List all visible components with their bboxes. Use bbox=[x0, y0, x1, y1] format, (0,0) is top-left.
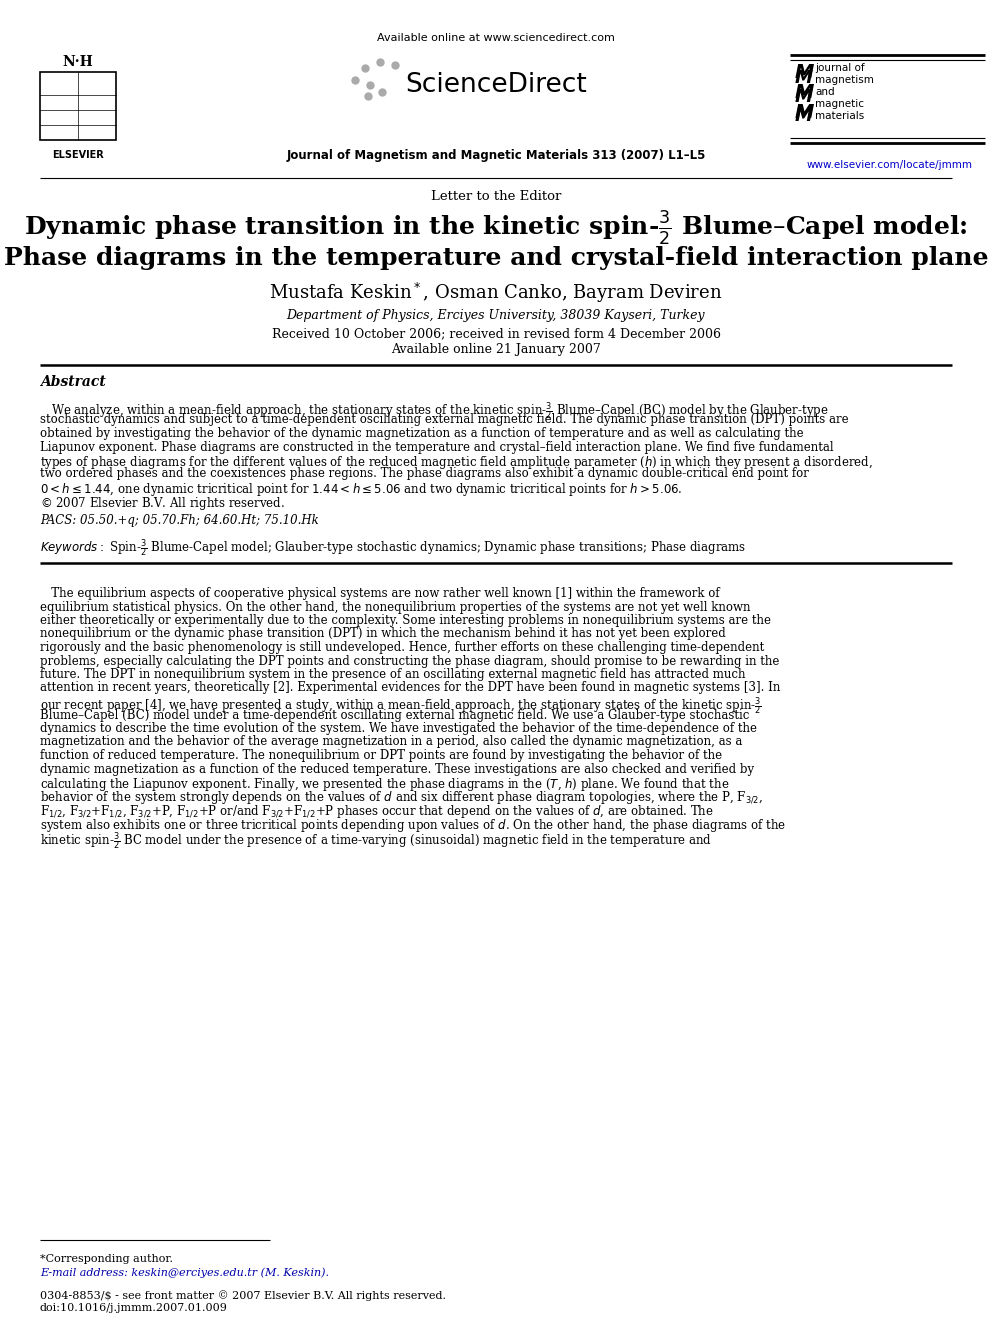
Text: www.elsevier.com/locate/jmmm: www.elsevier.com/locate/jmmm bbox=[807, 160, 973, 169]
Text: F$_{1/2}$, F$_{3/2}$+F$_{1/2}$, F$_{3/2}$+P, F$_{1/2}$+P or/and F$_{3/2}$+F$_{1/: F$_{1/2}$, F$_{3/2}$+F$_{1/2}$, F$_{3/2}… bbox=[40, 803, 714, 819]
Text: M: M bbox=[795, 69, 812, 87]
Text: Available online at www.sciencedirect.com: Available online at www.sciencedirect.co… bbox=[377, 33, 615, 44]
Text: Received 10 October 2006; received in revised form 4 December 2006: Received 10 October 2006; received in re… bbox=[272, 328, 720, 340]
Text: materials: materials bbox=[815, 111, 864, 120]
Text: N·H: N·H bbox=[62, 56, 93, 69]
Text: PACS: 05.50.+q; 05.70.Fh; 64.60.Ht; 75.10.Hk: PACS: 05.50.+q; 05.70.Fh; 64.60.Ht; 75.1… bbox=[40, 515, 318, 527]
Text: behavior of the system strongly depends on the values of $d$ and six different p: behavior of the system strongly depends … bbox=[40, 790, 763, 806]
Text: Mustafa Keskin$^*$, Osman Canko, Bayram Deviren: Mustafa Keskin$^*$, Osman Canko, Bayram … bbox=[269, 280, 723, 306]
Text: M: M bbox=[795, 89, 812, 106]
Text: equilibrium statistical physics. On the other hand, the nonequilibrium propertie: equilibrium statistical physics. On the … bbox=[40, 601, 751, 614]
Text: 0304-8853/$ - see front matter © 2007 Elsevier B.V. All rights reserved.: 0304-8853/$ - see front matter © 2007 El… bbox=[40, 1290, 446, 1301]
Text: Journal of Magnetism and Magnetic Materials 313 (2007) L1–L5: Journal of Magnetism and Magnetic Materi… bbox=[287, 148, 705, 161]
Text: dynamics to describe the time evolution of the system. We have investigated the : dynamics to describe the time evolution … bbox=[40, 722, 757, 736]
Text: We analyze, within a mean-field approach, the stationary states of the kinetic s: We analyze, within a mean-field approach… bbox=[40, 400, 828, 422]
Text: two ordered phases and the coexistences phase regions. The phase diagrams also e: two ordered phases and the coexistences … bbox=[40, 467, 808, 480]
Text: and: and bbox=[815, 87, 834, 97]
Text: either theoretically or experimentally due to the complexity. Some interesting p: either theoretically or experimentally d… bbox=[40, 614, 771, 627]
Text: Dynamic phase transition in the kinetic spin-$\frac{3}{2}$ Blume–Capel model:: Dynamic phase transition in the kinetic … bbox=[24, 209, 968, 247]
Text: nonequilibrium or the dynamic phase transition (DPT) in which the mechanism behi: nonequilibrium or the dynamic phase tran… bbox=[40, 627, 726, 640]
Text: Available online 21 January 2007: Available online 21 January 2007 bbox=[391, 343, 601, 356]
Text: M: M bbox=[795, 103, 814, 123]
Text: ScienceDirect: ScienceDirect bbox=[405, 71, 587, 98]
Text: problems, especially calculating the DPT points and constructing the phase diagr: problems, especially calculating the DPT… bbox=[40, 655, 780, 668]
Text: doi:10.1016/j.jmmm.2007.01.009: doi:10.1016/j.jmmm.2007.01.009 bbox=[40, 1303, 228, 1312]
Text: M: M bbox=[795, 83, 814, 102]
Text: $\it{Keywords:}$ Spin-$\frac{3}{2}$ Blume-Capel model; Glauber-type stochastic d: $\it{Keywords:}$ Spin-$\frac{3}{2}$ Blum… bbox=[40, 537, 746, 560]
Text: ELSEVIER: ELSEVIER bbox=[53, 149, 104, 160]
Text: kinetic spin-$\frac{3}{2}$ BC model under the presence of a time-varying (sinuso: kinetic spin-$\frac{3}{2}$ BC model unde… bbox=[40, 830, 712, 852]
Text: Phase diagrams in the temperature and crystal-field interaction plane: Phase diagrams in the temperature and cr… bbox=[4, 246, 988, 270]
Text: $0<h\leq1.44$, one dynamic tricritical point for $1.44<h\leq5.06$ and two dynami: $0<h\leq1.44$, one dynamic tricritical p… bbox=[40, 482, 682, 497]
Text: magnetic: magnetic bbox=[815, 99, 864, 108]
Text: function of reduced temperature. The nonequilibrium or DPT points are found by i: function of reduced temperature. The non… bbox=[40, 749, 722, 762]
Text: rigorously and the basic phenomenology is still undeveloped. Hence, further effo: rigorously and the basic phenomenology i… bbox=[40, 642, 764, 654]
Text: magnetism: magnetism bbox=[815, 75, 874, 85]
Text: calculating the Liapunov exponent. Finally, we presented the phase diagrams in t: calculating the Liapunov exponent. Final… bbox=[40, 777, 729, 792]
Text: Department of Physics, Erciyes University, 38039 Kayseri, Turkey: Department of Physics, Erciyes Universit… bbox=[287, 310, 705, 323]
Text: *Corresponding author.: *Corresponding author. bbox=[40, 1254, 173, 1263]
Text: E-mail address: keskin@erciyes.edu.tr (M. Keskin).: E-mail address: keskin@erciyes.edu.tr (M… bbox=[40, 1267, 329, 1278]
Text: The equilibrium aspects of cooperative physical systems are now rather well know: The equilibrium aspects of cooperative p… bbox=[40, 587, 719, 601]
Text: Letter to the Editor: Letter to the Editor bbox=[431, 189, 561, 202]
Text: Liapunov exponent. Phase diagrams are constructed in the temperature and crystal: Liapunov exponent. Phase diagrams are co… bbox=[40, 441, 833, 454]
Text: stochastic dynamics and subject to a time-dependent oscillating external magneti: stochastic dynamics and subject to a tim… bbox=[40, 414, 848, 426]
Text: our recent paper [4], we have presented a study, within a mean-field approach, t: our recent paper [4], we have presented … bbox=[40, 695, 762, 717]
Text: Abstract: Abstract bbox=[40, 374, 106, 389]
Text: M: M bbox=[795, 64, 814, 82]
Text: Blume–Capel (BC) model under a time-dependent oscillating external magnetic fiel: Blume–Capel (BC) model under a time-depe… bbox=[40, 709, 749, 721]
Text: dynamic magnetization as a function of the reduced temperature. These investigat: dynamic magnetization as a function of t… bbox=[40, 762, 754, 775]
Text: obtained by investigating the behavior of the dynamic magnetization as a functio: obtained by investigating the behavior o… bbox=[40, 427, 804, 441]
Text: magnetization and the behavior of the average magnetization in a period, also ca: magnetization and the behavior of the av… bbox=[40, 736, 742, 749]
FancyBboxPatch shape bbox=[40, 71, 116, 140]
Text: M: M bbox=[795, 107, 812, 124]
Text: journal of: journal of bbox=[815, 64, 865, 73]
Text: attention in recent years, theoretically [2]. Experimental evidences for the DPT: attention in recent years, theoretically… bbox=[40, 681, 781, 695]
Text: types of phase diagrams for the different values of the reduced magnetic field a: types of phase diagrams for the differen… bbox=[40, 454, 873, 471]
Text: future. The DPT in nonequilibrium system in the presence of an oscillating exter: future. The DPT in nonequilibrium system… bbox=[40, 668, 746, 681]
Text: $\copyright$ 2007 Elsevier B.V. All rights reserved.: $\copyright$ 2007 Elsevier B.V. All righ… bbox=[40, 495, 285, 512]
Text: system also exhibits one or three tricritical points depending upon values of $d: system also exhibits one or three tricri… bbox=[40, 816, 787, 833]
